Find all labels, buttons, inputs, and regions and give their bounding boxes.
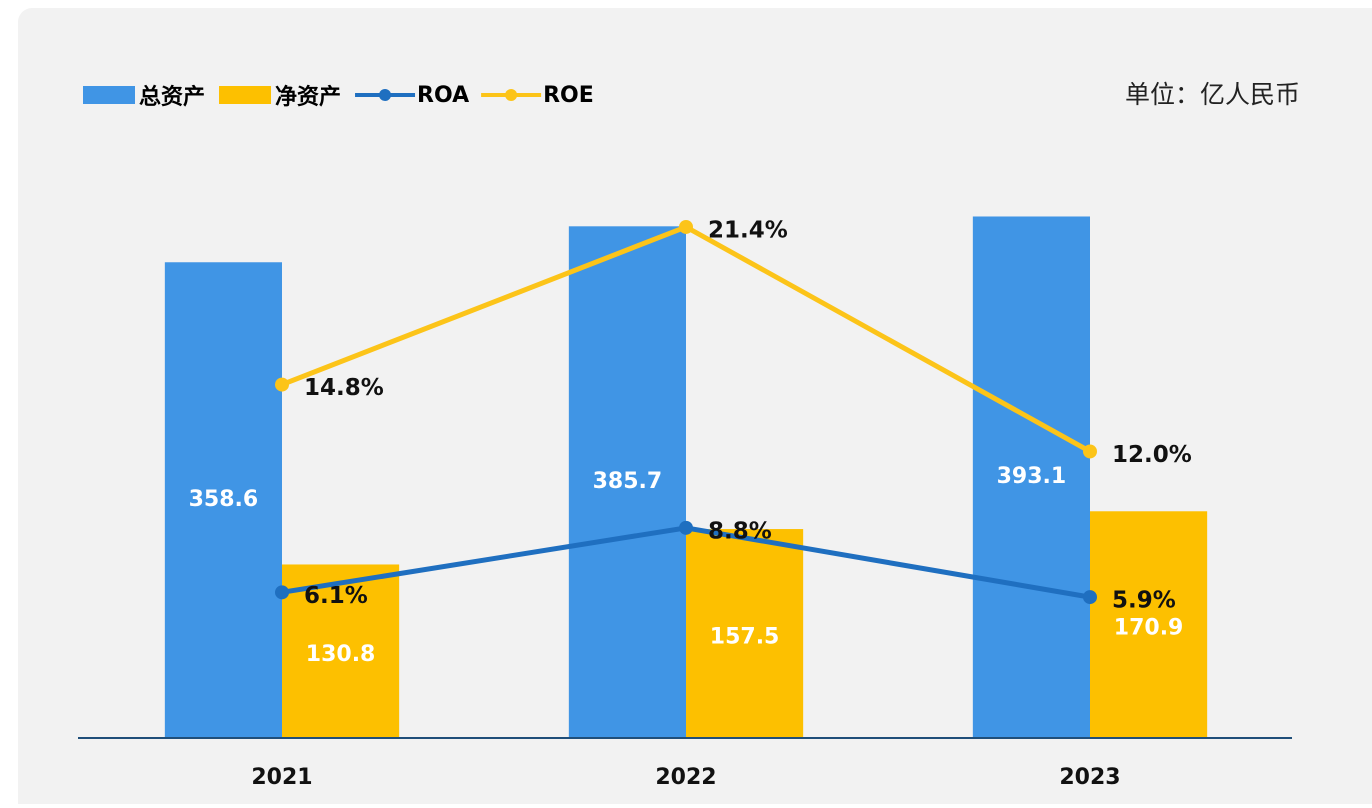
bar <box>1090 511 1208 738</box>
bar <box>282 564 400 738</box>
line-value-label: 12.0% <box>1112 442 1192 468</box>
x-tick-label: 2023 <box>1059 765 1120 790</box>
legend-marker <box>505 89 518 101</box>
line-marker <box>275 377 289 392</box>
bar-value-label: 170.9 <box>1114 616 1184 641</box>
bar <box>972 216 1090 739</box>
bar-value-label: 157.5 <box>710 625 780 650</box>
x-tick-label: 2021 <box>251 765 312 790</box>
line-marker <box>275 585 289 600</box>
line-value-label: 5.9% <box>1112 588 1176 614</box>
x-tick-label: 2022 <box>655 765 716 790</box>
legend-label: 净资产 <box>275 84 341 110</box>
legend-label: ROE <box>543 83 594 108</box>
line-marker <box>679 219 693 234</box>
bar <box>686 529 804 738</box>
bar <box>164 262 282 738</box>
legend-label: 总资产 <box>139 84 205 110</box>
legend-swatch <box>219 86 272 104</box>
line-marker <box>1083 590 1097 605</box>
bar-value-label: 385.7 <box>593 469 663 494</box>
bar-value-label: 393.1 <box>997 464 1067 489</box>
line-value-label: 6.1% <box>304 583 368 609</box>
legend-swatch <box>83 86 135 104</box>
bar-value-label: 130.8 <box>306 642 376 667</box>
line-marker <box>679 520 693 535</box>
unit-label: 单位：亿人民币 <box>1125 80 1300 109</box>
line-marker <box>1083 444 1097 459</box>
line-value-label: 21.4% <box>708 217 788 243</box>
legend-label: ROA <box>417 83 469 108</box>
bar-value-label: 358.6 <box>189 487 259 512</box>
legend-marker <box>379 89 392 101</box>
line-value-label: 8.8% <box>708 518 772 544</box>
line-value-label: 14.8% <box>304 375 384 401</box>
bar <box>568 226 686 738</box>
